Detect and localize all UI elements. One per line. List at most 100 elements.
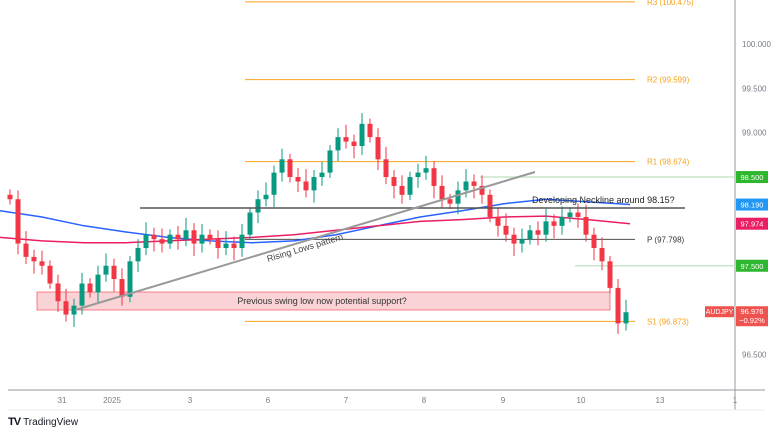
candle-body <box>551 221 557 226</box>
time-tick-label: 31 <box>58 396 67 405</box>
candle-body <box>119 279 125 297</box>
candle-body <box>519 239 525 244</box>
candle-body <box>311 177 317 191</box>
candle-body <box>31 256 37 262</box>
pivot-label: R3 (100.475) <box>647 0 694 7</box>
candle-body <box>607 261 613 288</box>
candle-body <box>599 248 605 262</box>
support-annotation: Previous swing low now potential support… <box>237 296 407 306</box>
level-badge <box>736 171 768 184</box>
candle-body <box>487 194 493 217</box>
pivot-label: P (97.798) <box>647 235 685 244</box>
candle-body <box>407 177 413 195</box>
candle-body <box>167 234 173 244</box>
candle-body <box>367 123 373 138</box>
price-tick-label: 100.000 <box>742 40 771 49</box>
candle-body <box>375 137 381 160</box>
candle-body <box>447 199 453 204</box>
price-tick-label: 96.500 <box>742 350 767 359</box>
ma-badge <box>736 217 768 230</box>
candle-body <box>543 221 549 235</box>
candle-body <box>423 168 429 173</box>
candle-body <box>303 181 309 191</box>
candle-body <box>7 194 13 200</box>
time-tick-label: 3 <box>188 396 193 405</box>
candle-body <box>71 305 77 315</box>
candle-body <box>503 225 509 235</box>
candle-body <box>591 234 597 249</box>
ma-badge <box>736 198 768 211</box>
level-badge-text: 98.500 <box>741 173 764 182</box>
candle-body <box>239 234 245 249</box>
candle-body <box>39 261 45 266</box>
candle-body <box>95 274 101 293</box>
candle-body <box>191 230 197 244</box>
blue-moving-average <box>0 198 631 244</box>
candle-body <box>263 194 269 200</box>
candle-body <box>495 216 501 226</box>
candle-body <box>127 261 133 297</box>
candle-body <box>199 234 205 244</box>
candle-body <box>183 230 189 240</box>
candle-body <box>391 177 397 186</box>
pivot-label: S1 (96.873) <box>647 317 689 326</box>
candle-body <box>559 216 565 226</box>
last-price: 96.976 <box>741 307 764 316</box>
pivot-label: R1 (98.674) <box>647 158 690 167</box>
candle-body <box>223 243 229 249</box>
candle-body <box>287 159 293 178</box>
tradingview-logo: TV TradingView <box>8 416 79 428</box>
candle-body <box>343 137 349 142</box>
symbol-label: AUDJPY <box>706 309 734 316</box>
candle-body <box>87 283 93 293</box>
candle-body <box>215 239 221 249</box>
candle-body <box>151 234 157 240</box>
candle-body <box>455 190 461 204</box>
candle-body <box>575 212 581 217</box>
candle-body <box>63 301 69 315</box>
time-tick-label: 6 <box>266 396 271 405</box>
candle-body <box>583 216 589 235</box>
candle-body <box>319 172 325 178</box>
candle-body <box>103 265 109 275</box>
candle-body <box>535 230 541 235</box>
candle-body <box>623 312 629 324</box>
price-change: −0.92% <box>739 316 765 325</box>
level-badge-text: 97.500 <box>741 262 764 271</box>
candle-body <box>255 199 261 213</box>
neckline-annotation: Developing Neckline around 98.15? <box>532 195 675 205</box>
level-badge <box>736 259 768 272</box>
price-tick-label: 99.000 <box>742 129 767 138</box>
candle-body <box>463 181 469 191</box>
candle-body <box>231 243 237 249</box>
ma-badge-text: 98.190 <box>741 201 764 210</box>
candle-body <box>247 212 253 235</box>
candle-body <box>111 265 117 280</box>
candle-body <box>527 230 533 240</box>
candle-body <box>471 181 477 186</box>
candle-body <box>327 150 333 173</box>
candle-body <box>55 283 61 302</box>
candle-body <box>567 212 573 217</box>
ma-badge-text: 97.974 <box>741 220 764 229</box>
candle-body <box>15 199 21 244</box>
candle-body <box>335 137 341 151</box>
candle-body <box>383 159 389 178</box>
candle-body <box>23 243 29 257</box>
candle-body <box>279 159 285 173</box>
time-tick-label: 7 <box>344 396 349 405</box>
candle-body <box>79 283 85 306</box>
time-tick-label: 2025 <box>103 396 121 405</box>
pivot-label: R2 (99.599) <box>647 76 690 85</box>
candle-body <box>351 141 357 147</box>
candle-body <box>143 234 149 249</box>
rising-trendline <box>74 171 536 311</box>
candle-body <box>439 185 445 200</box>
candle-body <box>479 185 485 195</box>
time-tick-label: 10 <box>577 396 586 405</box>
candle-body <box>399 185 405 195</box>
time-tick-label: 9 <box>501 396 506 405</box>
time-tick-label: 13 <box>656 396 665 405</box>
